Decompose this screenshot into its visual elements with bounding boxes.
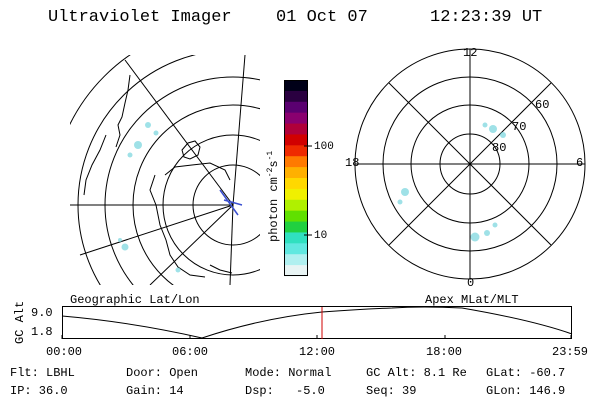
dsp-value: -5.0	[296, 384, 325, 398]
altitude-tick-top: 9.0	[31, 306, 53, 320]
geo-meridian	[79, 204, 234, 256]
glat-status: GLat: -60.7	[486, 366, 566, 380]
geographic-map	[70, 55, 260, 285]
door-status: Door: Open	[126, 366, 199, 380]
x-tick-label-0: 00:00	[46, 345, 83, 359]
colorbar-segment	[284, 188, 308, 201]
glon-status: GLon: 146.9	[486, 384, 566, 398]
apex-label: Apex MLat/MLT	[425, 293, 519, 307]
colorbar-border	[284, 80, 308, 276]
colorbar-segment	[284, 167, 308, 179]
date-label: 01 Oct 07	[276, 8, 368, 27]
geo-meridian	[149, 204, 234, 285]
colorbar-tick-100: 100	[314, 141, 334, 153]
coastline	[115, 74, 131, 148]
altitude-plot	[61, 306, 573, 339]
x-tick-label-3: 18:00	[426, 345, 463, 359]
aurora-patch	[153, 130, 159, 136]
mlt-line	[388, 82, 552, 246]
aurora-patch	[470, 232, 480, 242]
coastline	[181, 140, 201, 160]
aurora-patch	[121, 243, 129, 251]
altitude-axis-label: GC Alt	[13, 300, 27, 344]
x-tick-label-2: 12:00	[299, 345, 336, 359]
mlat-label-60: 60	[535, 98, 550, 112]
colorbar-tick-10: 10	[314, 230, 328, 242]
aurora-patch	[118, 238, 122, 242]
terminator-mark	[219, 189, 243, 216]
mlt-label-6: 6	[576, 156, 584, 170]
colorbar-segment	[284, 156, 308, 168]
seq-status: Seq: 39	[366, 384, 417, 398]
geographic-label: Geographic Lat/Lon	[70, 293, 200, 307]
altitude-tick-bottom: 1.8	[31, 325, 53, 339]
colorbar-segment	[284, 101, 308, 114]
x-tick-label-1: 06:00	[172, 345, 209, 359]
mlt-label-18: 18	[345, 156, 360, 170]
aurora-patch	[500, 132, 506, 138]
colorbar-segment	[284, 221, 308, 233]
mlt-label-12: 12	[463, 46, 478, 60]
mlat-label-70: 70	[512, 120, 527, 134]
aurora-patch	[482, 122, 488, 128]
aurora-patch	[127, 152, 133, 158]
aurora-patch	[175, 267, 181, 273]
instrument-title: Ultraviolet Imager	[48, 8, 232, 27]
geo-meridian	[229, 204, 234, 285]
colorbar-segment	[284, 232, 308, 244]
colorbar-segment	[284, 112, 308, 125]
colorbar-segment	[284, 178, 308, 190]
colorbar-segment	[284, 123, 308, 135]
time-label: 12:23:39 UT	[430, 8, 543, 27]
coastline	[164, 162, 231, 181]
coastline	[209, 264, 233, 274]
colorbar-segment	[284, 134, 308, 146]
aurora-patch	[484, 230, 490, 236]
colorbar-segment	[284, 265, 308, 277]
ip-status: IP: 36.0	[10, 384, 68, 398]
colorbar-segment	[284, 210, 308, 223]
aurora-patch	[397, 199, 403, 205]
mlat-label-80: 80	[492, 141, 507, 155]
aurora-patch	[134, 141, 142, 149]
mlt-label-0: 0	[467, 276, 475, 290]
mode-status: Mode: Normal	[245, 366, 332, 380]
gain-status: Gain: 14	[126, 384, 184, 398]
x-tick-label-4: 23:59	[552, 345, 589, 359]
gc-alt-status: GC Alt: 8.1 Re	[366, 366, 467, 380]
geo-meridian	[232, 55, 246, 206]
colorbar-segment	[284, 254, 308, 266]
aurora-patch	[145, 122, 151, 128]
colorbar-segment	[284, 80, 308, 92]
polar-map	[354, 48, 586, 280]
colorbar-segment	[284, 145, 308, 157]
coastline	[83, 134, 107, 196]
aurora-patch	[489, 125, 497, 133]
colorbar-segment	[284, 243, 308, 255]
aurora-patch	[401, 188, 409, 196]
colorbar-segment	[284, 199, 308, 212]
filter-status: Flt: LBHL	[10, 366, 75, 380]
altitude-curve	[61, 306, 573, 339]
geo-meridian	[124, 59, 234, 206]
coastline	[149, 174, 206, 278]
colorbar	[284, 80, 312, 277]
colorbar-segment	[284, 90, 308, 103]
aurora-patch	[492, 222, 498, 228]
dsp-label: Dsp:	[245, 384, 274, 398]
colorbar-unit-label: photon cm-2s-1	[266, 150, 281, 242]
